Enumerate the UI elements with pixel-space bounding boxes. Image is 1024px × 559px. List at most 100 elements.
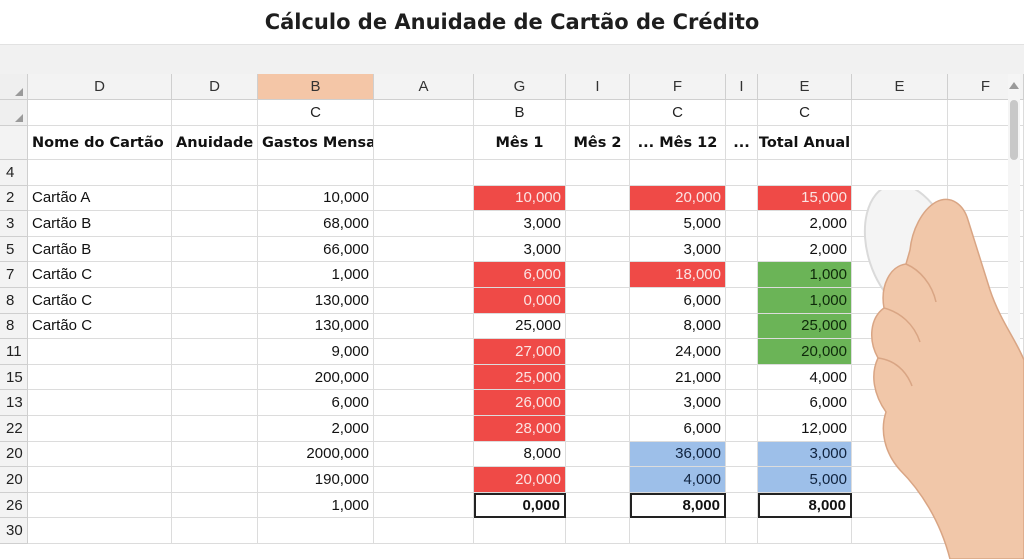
total-cell[interactable] [758, 518, 852, 544]
grid-cell[interactable] [172, 416, 258, 442]
mes1-cell[interactable]: 6,000 [474, 262, 566, 288]
mes12-cell[interactable]: 21,000 [630, 364, 726, 391]
mes12-cell[interactable]: 18,000 [630, 262, 726, 288]
total-cell[interactable] [758, 160, 852, 186]
name-cell[interactable] [28, 441, 172, 468]
scroll-up-icon[interactable] [1009, 82, 1019, 89]
name-cell[interactable] [28, 364, 172, 391]
grid-cell[interactable] [172, 262, 258, 288]
mes1-cell[interactable]: 0,000 [474, 492, 566, 519]
total-cell[interactable]: 12,000 [758, 416, 852, 442]
mes12-cell[interactable]: 3,000 [630, 390, 726, 416]
grid-cell[interactable] [726, 339, 758, 365]
grid-cell[interactable] [374, 236, 474, 263]
grid-cell[interactable] [374, 390, 474, 416]
header-cell-4[interactable]: Mês 1 [474, 126, 566, 160]
grid-cell[interactable] [172, 211, 258, 237]
mes1-cell[interactable]: 25,000 [474, 364, 566, 391]
grid-cell[interactable] [374, 416, 474, 442]
grid-cell[interactable] [726, 313, 758, 340]
column-subheader-9[interactable] [852, 100, 948, 126]
grid-cell[interactable] [374, 313, 474, 340]
row-number[interactable]: 4 [0, 160, 28, 186]
row-number[interactable]: 8 [0, 313, 28, 340]
grid-cell[interactable] [566, 313, 630, 340]
column-header-8[interactable]: E [758, 74, 852, 100]
mes12-cell[interactable]: 24,000 [630, 339, 726, 365]
grid-cell[interactable] [852, 492, 948, 519]
grid-cell[interactable] [172, 492, 258, 519]
total-cell[interactable]: 2,000 [758, 211, 852, 237]
gastos-cell[interactable]: 2,000 [258, 416, 374, 442]
column-header-4[interactable]: G [474, 74, 566, 100]
column-subheader-8[interactable]: C [758, 100, 852, 126]
grid-cell[interactable] [852, 441, 948, 468]
grid-cell[interactable] [566, 185, 630, 212]
grid-cell[interactable] [566, 390, 630, 416]
column-header-9[interactable]: E [852, 74, 948, 100]
grid-cell[interactable] [172, 518, 258, 544]
name-cell[interactable]: Cartão A [28, 185, 172, 212]
column-header-3[interactable]: A [374, 74, 474, 100]
grid-cell[interactable] [172, 185, 258, 212]
column-subheader-3[interactable] [374, 100, 474, 126]
total-cell[interactable]: 1,000 [758, 262, 852, 288]
column-header-1[interactable]: D [172, 74, 258, 100]
grid-cell[interactable] [566, 364, 630, 391]
name-cell[interactable]: Cartão B [28, 211, 172, 237]
mes1-cell[interactable]: 0,000 [474, 288, 566, 314]
grid-cell[interactable] [374, 441, 474, 468]
row-number[interactable]: 2 [0, 185, 28, 212]
header-cell-2[interactable]: Gastos Mensais [258, 126, 374, 160]
header-cell-6[interactable]: ... Mês 12 [630, 126, 726, 160]
row-number[interactable]: 22 [0, 416, 28, 442]
grid-cell[interactable] [726, 211, 758, 237]
mes1-cell[interactable]: 3,000 [474, 236, 566, 263]
grid-cell[interactable] [852, 390, 948, 416]
gastos-cell[interactable]: 130,000 [258, 313, 374, 340]
row-number[interactable]: 20 [0, 441, 28, 468]
total-cell[interactable]: 8,000 [758, 492, 852, 519]
grid-cell[interactable] [726, 262, 758, 288]
grid-cell[interactable] [852, 262, 948, 288]
grid-cell[interactable] [566, 288, 630, 314]
mes1-cell[interactable]: 10,000 [474, 185, 566, 212]
gastos-cell[interactable]: 66,000 [258, 236, 374, 263]
grid-cell[interactable] [566, 236, 630, 263]
grid-cell[interactable] [172, 288, 258, 314]
header-cell-3[interactable] [374, 126, 474, 160]
grid-cell[interactable] [566, 160, 630, 186]
gastos-cell[interactable]: 10,000 [258, 185, 374, 212]
gastos-cell[interactable]: 130,000 [258, 288, 374, 314]
mes12-cell[interactable] [630, 160, 726, 186]
row-number[interactable]: 3 [0, 211, 28, 237]
name-cell[interactable] [28, 339, 172, 365]
total-cell[interactable]: 4,000 [758, 364, 852, 391]
name-cell[interactable] [28, 160, 172, 186]
grid-cell[interactable] [726, 160, 758, 186]
row-number[interactable]: 11 [0, 339, 28, 365]
mes12-cell[interactable]: 36,000 [630, 441, 726, 468]
column-subheader-2[interactable]: C [258, 100, 374, 126]
header-cell-5[interactable]: Mês 2 [566, 126, 630, 160]
grid-cell[interactable] [172, 160, 258, 186]
name-cell[interactable] [28, 416, 172, 442]
grid-cell[interactable] [374, 364, 474, 391]
vertical-scrollbar[interactable] [1008, 74, 1020, 559]
grid-cell[interactable] [852, 288, 948, 314]
column-header-2[interactable]: B [258, 74, 374, 100]
gastos-cell[interactable]: 1,000 [258, 262, 374, 288]
name-cell[interactable] [28, 518, 172, 544]
name-cell[interactable]: Cartão C [28, 262, 172, 288]
column-subheader-0[interactable] [28, 100, 172, 126]
grid-cell[interactable] [566, 518, 630, 544]
grid-cell[interactable] [172, 390, 258, 416]
grid-cell[interactable] [852, 416, 948, 442]
total-cell[interactable]: 15,000 [758, 185, 852, 212]
header-cell-1[interactable]: Anuidade [172, 126, 258, 160]
header-cell-7[interactable]: ... [726, 126, 758, 160]
grid-cell[interactable] [566, 492, 630, 519]
name-cell[interactable]: Cartão C [28, 313, 172, 340]
name-cell[interactable] [28, 390, 172, 416]
